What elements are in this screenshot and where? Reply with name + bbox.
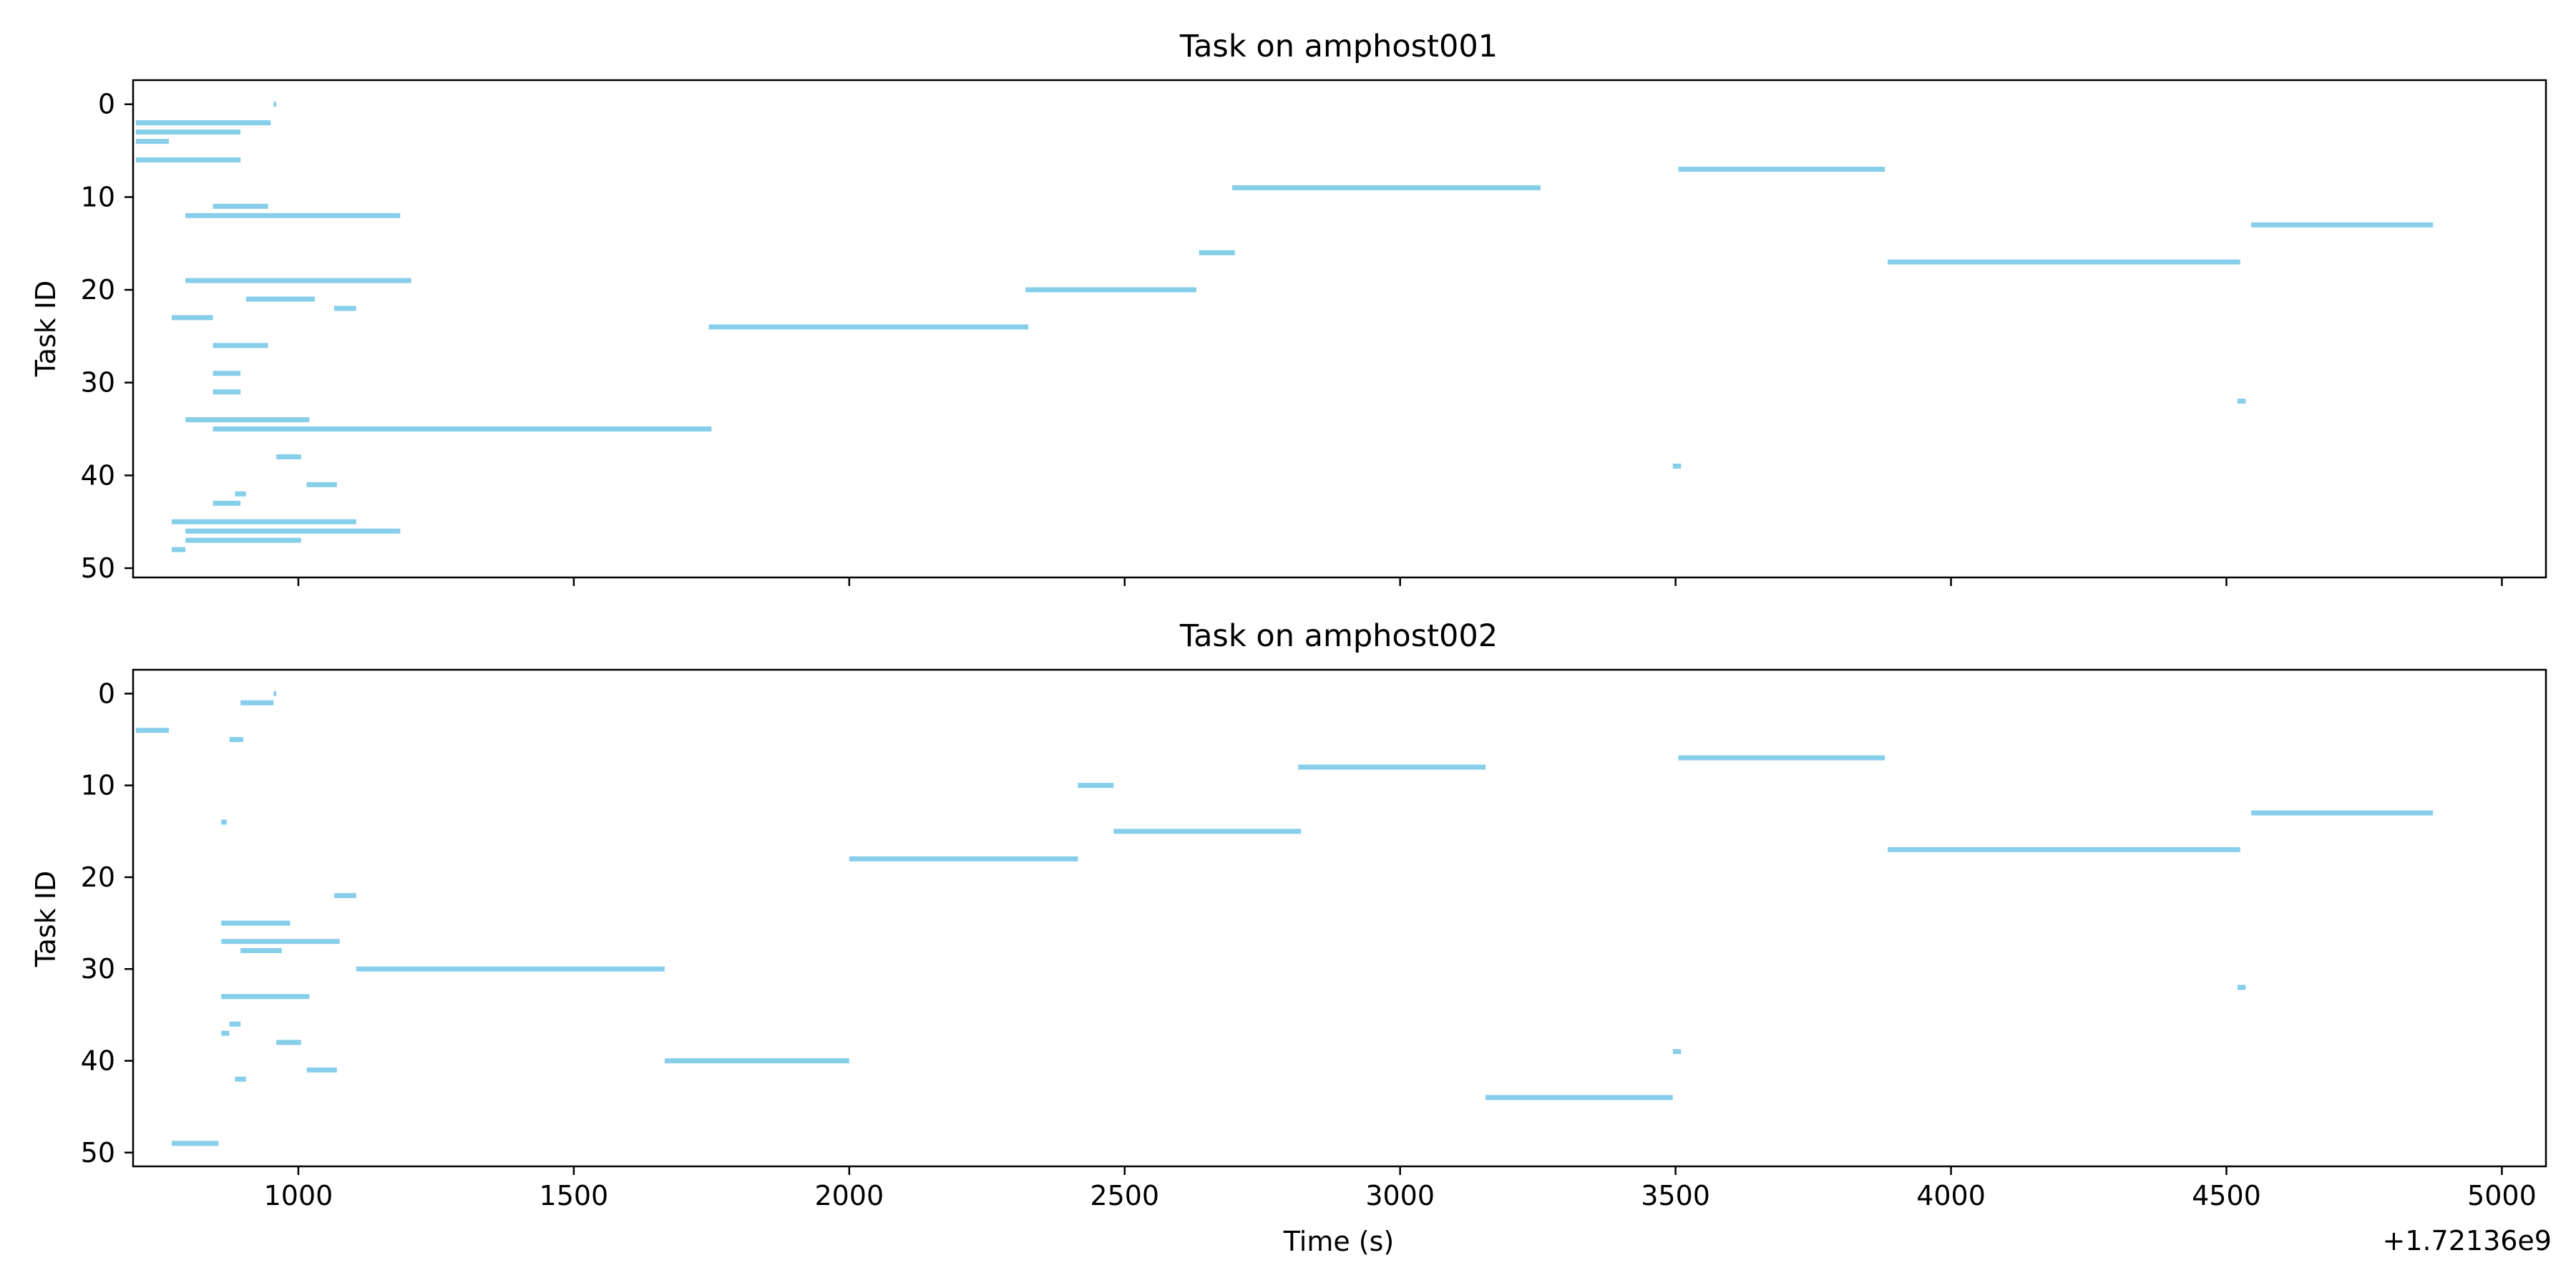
task-bar: [213, 203, 268, 209]
y-tick-label: 20: [81, 274, 115, 306]
subplot-1-x-ticks: [297, 577, 2503, 586]
subplot-2-y-axis-label: Task ID: [30, 871, 62, 968]
task-bar: [171, 519, 356, 525]
y-tick-label: 10: [81, 770, 115, 801]
y-tick-label: 50: [81, 1137, 115, 1169]
subplot-2-frame: [132, 668, 2547, 1168]
task-bar: [2237, 985, 2246, 990]
task-bar: [306, 1067, 337, 1073]
x-tick-label: 3500: [1641, 1180, 1710, 1211]
x-tick-label: 5000: [2467, 1180, 2537, 1211]
task-bar: [356, 966, 665, 972]
subplot-2-bars: [135, 691, 2434, 1146]
task-bar: [221, 994, 310, 1000]
subplot-1-frame: [132, 79, 2547, 579]
task-bar: [185, 528, 401, 534]
task-bar: [135, 728, 169, 733]
task-bar: [185, 537, 301, 543]
subplot-2-x-ticks: 1000 1500 2000 2500 3000 3500 4000 4500 5000: [264, 1166, 2537, 1211]
subplot-amphost002: Task on amphost002 Task ID 1000 1500 2000 2…: [30, 618, 2552, 1257]
task-bar: [235, 491, 246, 497]
y-tick-label: 0: [98, 89, 115, 120]
task-bar: [1113, 829, 1302, 834]
task-bar: [213, 371, 241, 376]
y-tick-label: 30: [81, 367, 115, 399]
task-bar: [1078, 783, 1114, 789]
task-bar: [171, 315, 213, 321]
x-tick-label: 4500: [2192, 1180, 2261, 1211]
task-bar: [171, 547, 186, 552]
subplot-1-title: Task on amphost001: [1179, 29, 1498, 64]
task-bar: [2251, 222, 2434, 228]
x-tick-label: 1000: [264, 1180, 333, 1211]
x-axis-offset-label: +1.72136e9: [2382, 1225, 2552, 1257]
task-bar: [135, 120, 271, 126]
subplot-1-bars: [135, 102, 2434, 552]
task-bar: [664, 1058, 849, 1063]
x-axis-label: Time (s): [1283, 1226, 1395, 1257]
task-bar: [1025, 287, 1196, 293]
x-tick-label: 3000: [1365, 1180, 1435, 1211]
subplot-1-y-ticks: 0 10 20 30 40 50: [81, 89, 133, 584]
task-bar: [221, 920, 291, 926]
task-bar: [273, 691, 277, 696]
task-bar: [213, 389, 241, 395]
y-tick-label: 40: [81, 459, 115, 491]
task-bar: [229, 1021, 241, 1027]
task-bar: [185, 417, 310, 423]
task-bar: [185, 213, 401, 218]
task-bar: [245, 296, 315, 302]
task-bar: [708, 324, 1028, 330]
subplot-1-y-axis-label: Task ID: [30, 280, 62, 378]
task-bar: [306, 482, 337, 487]
task-bar: [1678, 167, 1885, 172]
task-bar: [273, 102, 277, 107]
task-bar: [334, 306, 356, 311]
task-bar: [1888, 259, 2240, 265]
task-bar: [229, 737, 243, 742]
task-bar: [276, 454, 301, 459]
subplot-2-y-ticks: 0 10 20 30 40 50: [81, 678, 133, 1169]
task-bar: [1231, 185, 1541, 190]
task-bar: [213, 343, 268, 348]
task-bar: [240, 700, 274, 706]
y-tick-label: 10: [81, 181, 115, 213]
task-bar: [1678, 755, 1885, 761]
y-tick-label: 30: [81, 953, 115, 985]
task-bar: [213, 426, 712, 431]
subplot-2-title: Task on amphost002: [1179, 618, 1498, 654]
x-tick-label: 4000: [1916, 1180, 1986, 1211]
task-bar: [1672, 463, 1682, 469]
task-bar: [221, 1030, 230, 1036]
task-bar: [1199, 250, 1235, 255]
task-bar: [334, 893, 356, 899]
task-bar: [1485, 1095, 1673, 1101]
task-bar: [1298, 764, 1486, 770]
task-bar: [135, 139, 169, 145]
task-bar: [221, 819, 227, 825]
task-bar: [185, 278, 411, 283]
subplot-amphost001: Task on amphost001 Task ID 0 10 20 30 40 50: [30, 29, 2547, 586]
x-tick-label: 1500: [540, 1180, 609, 1211]
task-bar: [171, 1141, 219, 1146]
task-bar: [221, 939, 340, 945]
y-tick-label: 20: [81, 862, 115, 893]
task-bar: [1672, 1049, 1682, 1055]
y-tick-label: 0: [98, 678, 115, 709]
task-bar: [240, 948, 282, 953]
y-tick-label: 50: [81, 552, 115, 584]
task-bar: [1888, 847, 2240, 852]
x-tick-label: 2500: [1090, 1180, 1159, 1211]
x-tick-label: 2000: [814, 1180, 884, 1211]
task-bar: [276, 1040, 301, 1045]
task-bar: [235, 1076, 246, 1082]
task-bar: [135, 157, 241, 162]
task-bar: [849, 856, 1078, 862]
task-bar: [213, 500, 241, 506]
task-bar: [2237, 399, 2246, 404]
task-bar: [2251, 810, 2434, 816]
task-bar: [135, 130, 241, 135]
y-tick-label: 40: [81, 1045, 115, 1076]
